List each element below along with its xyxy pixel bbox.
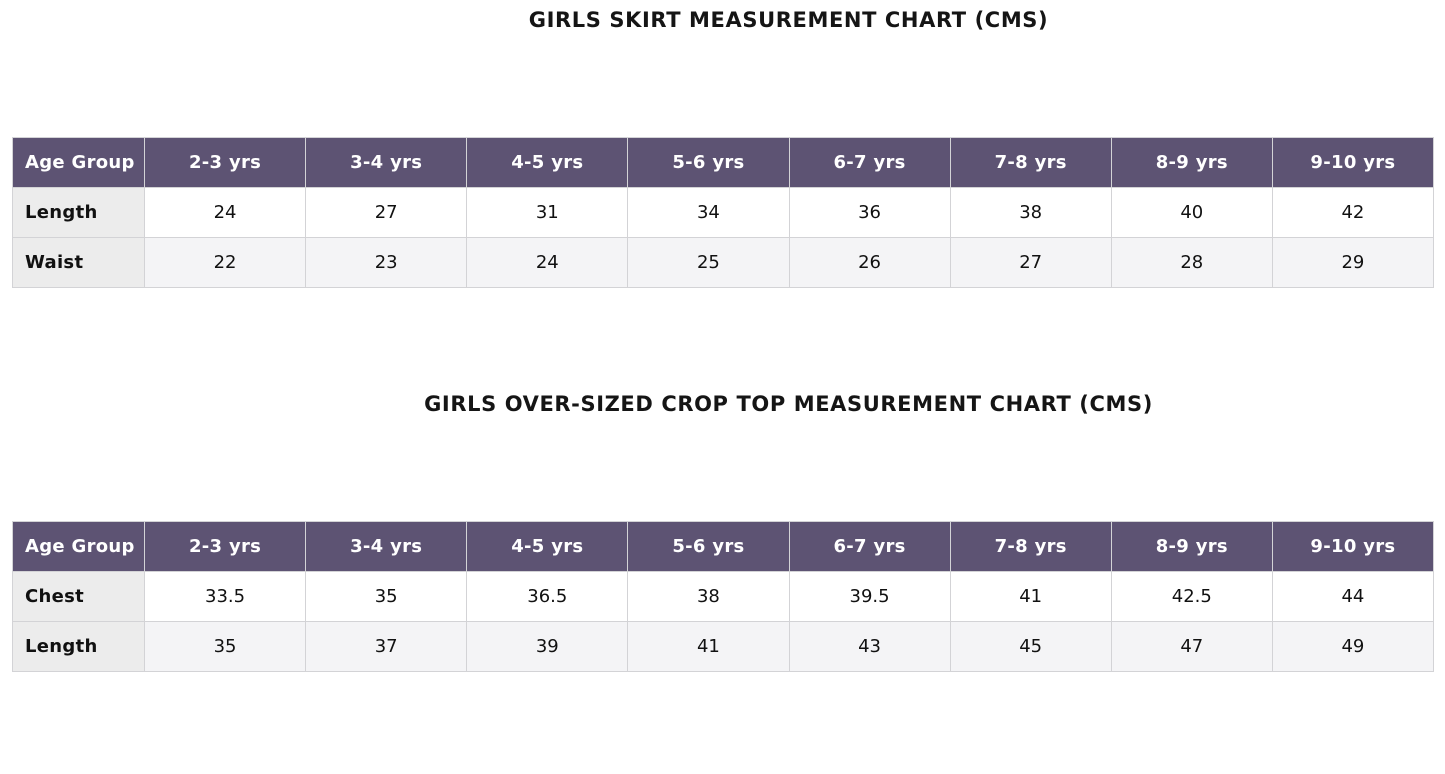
table-cell: 41 xyxy=(627,621,790,672)
table-header-row: Age Group 2-3 yrs 3-4 yrs 4-5 yrs 5-6 yr… xyxy=(12,521,1435,572)
age-group-header: Age Group xyxy=(12,521,145,572)
table-cell: 34 xyxy=(627,187,790,238)
table-cell: 24 xyxy=(466,237,629,288)
row-label: Waist xyxy=(12,237,145,288)
skirt-measurement-table: Age Group 2-3 yrs 3-4 yrs 4-5 yrs 5-6 yr… xyxy=(12,137,1435,288)
age-group-header: Age Group xyxy=(12,137,145,188)
age-column-header: 3-4 yrs xyxy=(305,521,468,572)
table-cell: 23 xyxy=(305,237,468,288)
age-column-header: 2-3 yrs xyxy=(143,137,307,188)
row-label: Length xyxy=(12,187,145,238)
table-cell: 38 xyxy=(949,187,1112,238)
table-cell: 37 xyxy=(305,621,468,672)
table-cell: 27 xyxy=(949,237,1112,288)
table-cell: 47 xyxy=(1110,621,1273,672)
table-cell: 22 xyxy=(143,237,307,288)
table-row: Length 35 37 39 41 43 45 47 49 xyxy=(12,621,1435,672)
table-row: Chest 33.5 35 36.5 38 39.5 41 42.5 44 xyxy=(12,571,1435,622)
table-cell: 49 xyxy=(1271,621,1435,672)
age-column-header: 7-8 yrs xyxy=(949,521,1112,572)
age-column-header: 6-7 yrs xyxy=(788,137,951,188)
table-cell: 33.5 xyxy=(143,571,307,622)
table-cell: 27 xyxy=(305,187,468,238)
table-header-row: Age Group 2-3 yrs 3-4 yrs 4-5 yrs 5-6 yr… xyxy=(12,137,1435,188)
table-cell: 36.5 xyxy=(466,571,629,622)
table-cell: 35 xyxy=(143,621,307,672)
crop-top-chart-title: GIRLS OVER-SIZED CROP TOP MEASUREMENT CH… xyxy=(424,392,1153,416)
age-column-header: 9-10 yrs xyxy=(1271,137,1435,188)
age-column-header: 5-6 yrs xyxy=(627,137,790,188)
table-cell: 24 xyxy=(143,187,307,238)
table-cell: 36 xyxy=(788,187,951,238)
table-cell: 26 xyxy=(788,237,951,288)
table-cell: 42 xyxy=(1271,187,1435,238)
table-cell: 40 xyxy=(1110,187,1273,238)
table-cell: 29 xyxy=(1271,237,1435,288)
age-column-header: 3-4 yrs xyxy=(305,137,468,188)
skirt-chart-title: GIRLS SKIRT MEASUREMENT CHART (CMS) xyxy=(528,8,1049,32)
table-cell: 39 xyxy=(466,621,629,672)
age-column-header: 8-9 yrs xyxy=(1110,521,1273,572)
table-row: Waist 22 23 24 25 26 27 28 29 xyxy=(12,237,1435,288)
table-cell: 45 xyxy=(949,621,1112,672)
crop-top-measurement-table: Age Group 2-3 yrs 3-4 yrs 4-5 yrs 5-6 yr… xyxy=(12,521,1435,672)
row-label: Length xyxy=(12,621,145,672)
table-cell: 39.5 xyxy=(788,571,951,622)
table-cell: 41 xyxy=(949,571,1112,622)
age-column-header: 2-3 yrs xyxy=(143,521,307,572)
table-cell: 44 xyxy=(1271,571,1435,622)
table-cell: 43 xyxy=(788,621,951,672)
age-column-header: 9-10 yrs xyxy=(1271,521,1435,572)
age-column-header: 6-7 yrs xyxy=(788,521,951,572)
age-column-header: 4-5 yrs xyxy=(466,521,629,572)
table-cell: 38 xyxy=(627,571,790,622)
table-cell: 28 xyxy=(1110,237,1273,288)
row-label: Chest xyxy=(12,571,145,622)
age-column-header: 5-6 yrs xyxy=(627,521,790,572)
table-row: Length 24 27 31 34 36 38 40 42 xyxy=(12,187,1435,238)
age-column-header: 8-9 yrs xyxy=(1110,137,1273,188)
table-cell: 35 xyxy=(305,571,468,622)
table-cell: 42.5 xyxy=(1110,571,1273,622)
age-column-header: 7-8 yrs xyxy=(949,137,1112,188)
table-cell: 31 xyxy=(466,187,629,238)
age-column-header: 4-5 yrs xyxy=(466,137,629,188)
table-cell: 25 xyxy=(627,237,790,288)
